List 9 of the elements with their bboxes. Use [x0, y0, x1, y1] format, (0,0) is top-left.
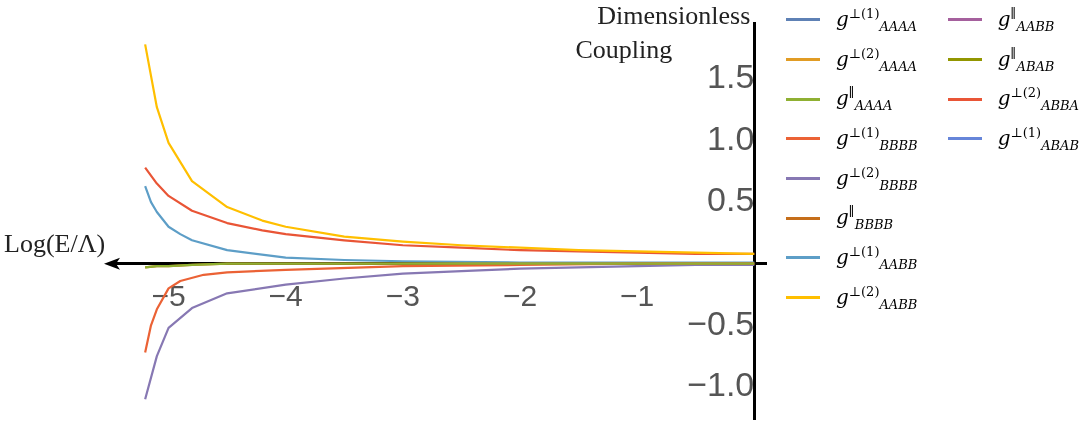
x-tick-label: −2: [502, 278, 538, 312]
x-tick-label: −3: [385, 278, 420, 312]
x-axis-title: Log(E/Λ): [4, 228, 106, 258]
y-tick-label: 0.5: [707, 180, 755, 219]
x-tick-label: −4: [268, 278, 303, 312]
x-tick-label: −1: [620, 278, 655, 312]
y-tick-label: −0.5: [687, 303, 755, 342]
y-tick-label: 1.0: [707, 118, 755, 157]
y-tick-label: −1.0: [687, 365, 755, 404]
